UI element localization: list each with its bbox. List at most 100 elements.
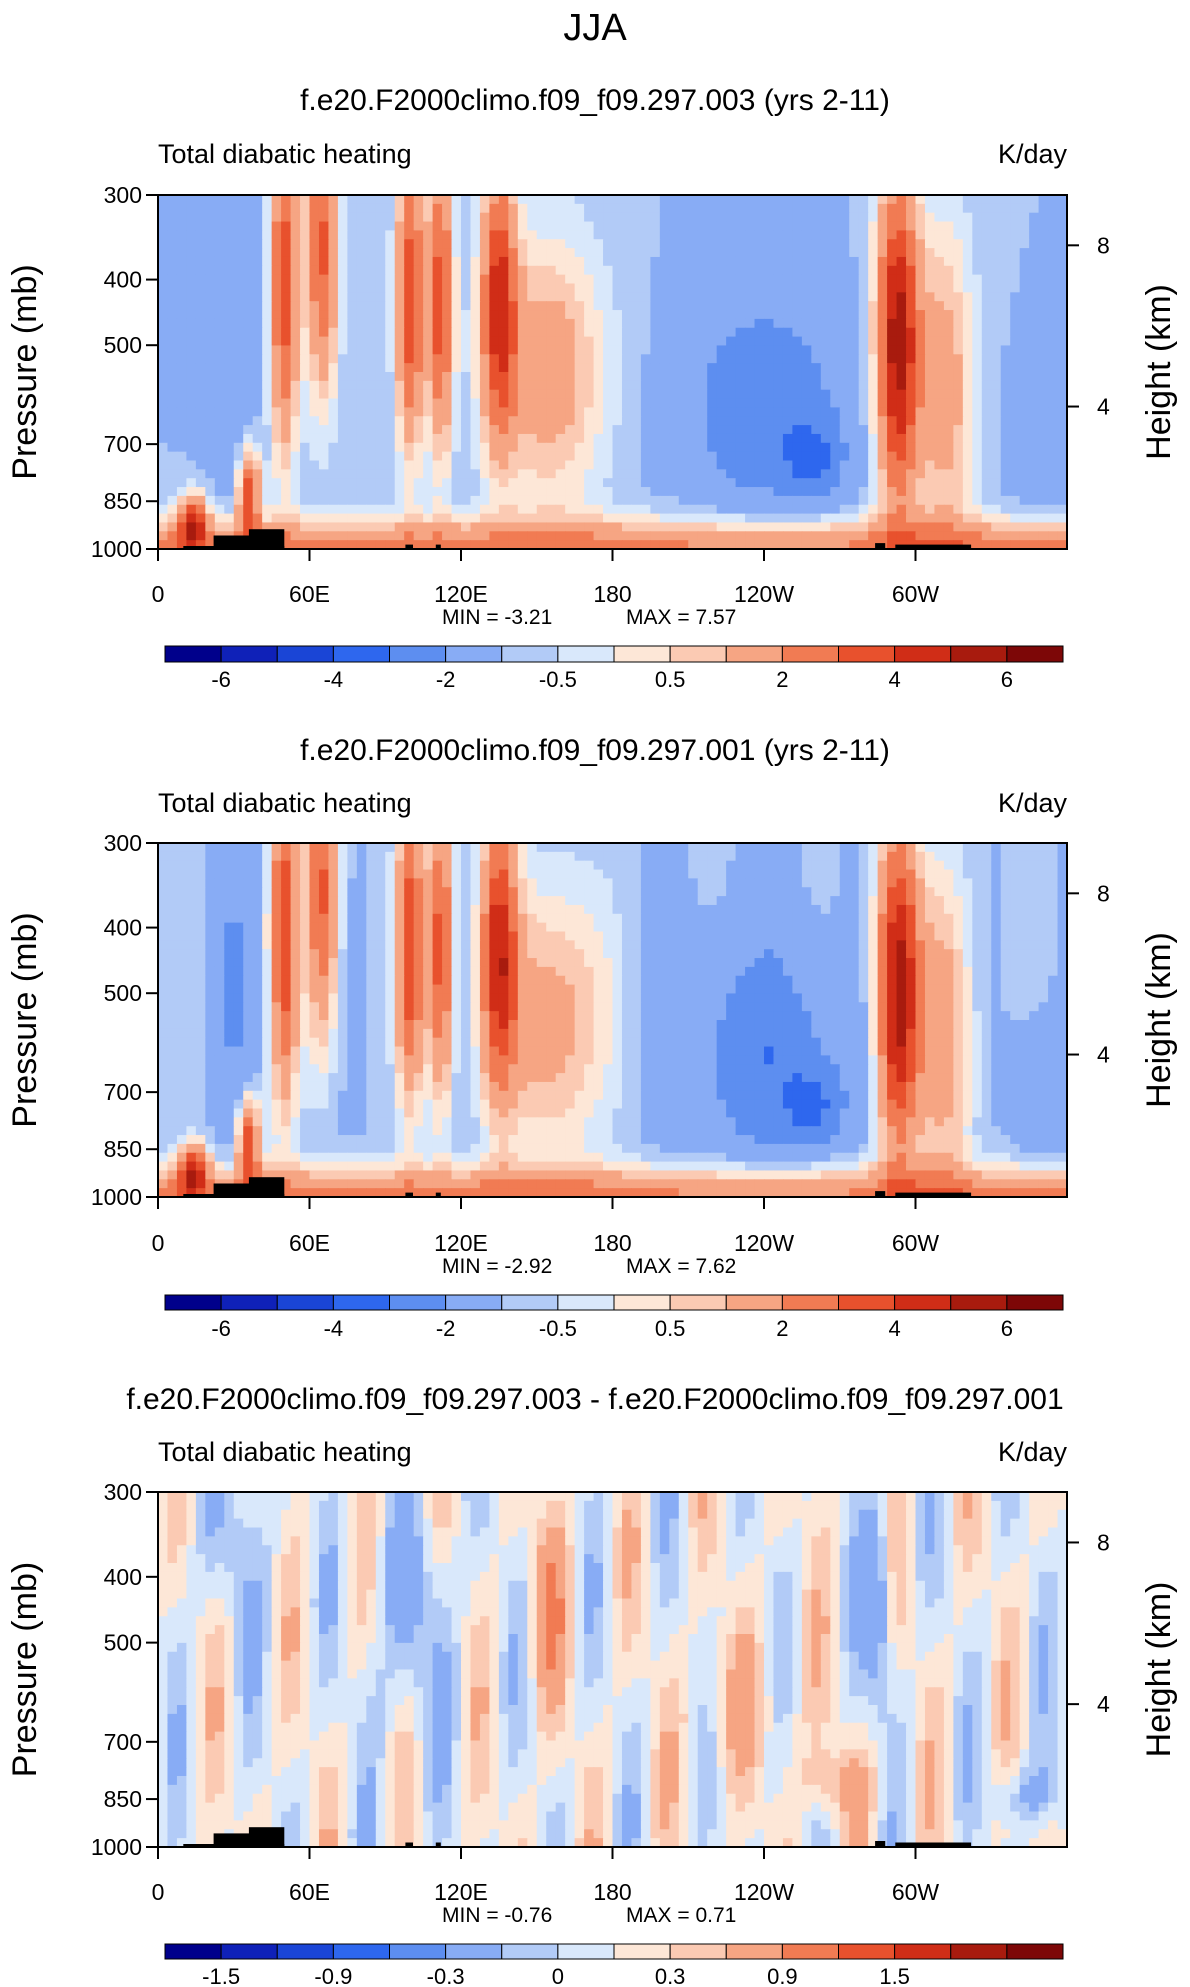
heatmap-cell bbox=[176, 442, 188, 453]
heatmap-cell bbox=[707, 442, 718, 453]
heatmap-cell bbox=[442, 203, 453, 214]
heatmap-cell bbox=[991, 425, 1002, 435]
heatmap-cell bbox=[764, 869, 775, 879]
heatmap-cell bbox=[224, 336, 235, 347]
heatmap-cell bbox=[991, 513, 1002, 524]
heatmap-cell bbox=[536, 203, 547, 214]
heatmap-cell bbox=[868, 212, 879, 223]
heatmap-cell bbox=[640, 851, 651, 862]
heatmap-cell bbox=[158, 398, 169, 408]
max-readout: MAX = 7.57 bbox=[626, 606, 736, 629]
heatmap-cell bbox=[1038, 843, 1049, 853]
heatmap-cell bbox=[262, 513, 273, 524]
heatmap-cell bbox=[735, 913, 746, 924]
heatmap-cell bbox=[593, 283, 604, 293]
heatmap-cell bbox=[290, 887, 301, 897]
heatmap-cell bbox=[309, 425, 320, 435]
heatmap-cell bbox=[527, 869, 538, 879]
heatmap-cell bbox=[906, 860, 917, 871]
heatmap-cell bbox=[205, 478, 216, 488]
heatmap-cell bbox=[697, 327, 708, 338]
heatmap-cell bbox=[167, 212, 178, 223]
heatmap-cell bbox=[489, 301, 500, 311]
heatmap-cell bbox=[498, 513, 509, 524]
heatmap-cell bbox=[1029, 318, 1040, 329]
heatmap-cell bbox=[167, 265, 178, 276]
heatmap-cell bbox=[479, 878, 491, 888]
heatmap-cell bbox=[423, 931, 434, 941]
heatmap-cell bbox=[906, 531, 917, 541]
heatmap-cell bbox=[1019, 425, 1030, 435]
heatmap-cell bbox=[584, 301, 595, 311]
heatmap-cell bbox=[953, 274, 964, 285]
heatmap-cell bbox=[603, 265, 614, 276]
heatmap-cell bbox=[233, 203, 244, 214]
heatmap-cell bbox=[962, 212, 973, 223]
heatmap-cell bbox=[773, 265, 784, 276]
heatmap-cell bbox=[565, 540, 576, 550]
heatmap-cell bbox=[584, 389, 595, 400]
heatmap-cell bbox=[432, 230, 443, 240]
heatmap-cell bbox=[281, 416, 292, 426]
heatmap-cell bbox=[517, 239, 528, 249]
heatmap-cell bbox=[281, 372, 292, 382]
heatmap-cell bbox=[887, 301, 898, 311]
heatmap-cell bbox=[603, 310, 614, 320]
heatmap-cell bbox=[953, 265, 964, 276]
heatmap-cell bbox=[385, 843, 396, 853]
heatmap-cell bbox=[508, 513, 519, 524]
heatmap-cell bbox=[413, 887, 424, 897]
heatmap-cell bbox=[470, 425, 481, 435]
heatmap-cell bbox=[271, 887, 282, 897]
heatmap-cell bbox=[375, 363, 386, 373]
heatmap-cell bbox=[366, 540, 377, 550]
heatmap-cell bbox=[546, 442, 557, 453]
heatmap-cell bbox=[233, 869, 244, 879]
heatmap-cell bbox=[801, 318, 812, 329]
heatmap-cell bbox=[716, 469, 727, 479]
heatmap-cell bbox=[915, 265, 926, 276]
heatmap-cell bbox=[527, 195, 538, 205]
heatmap-cell bbox=[508, 843, 519, 853]
heatmap-cell bbox=[195, 504, 206, 515]
heatmap-cell bbox=[697, 843, 708, 853]
heatmap-cell bbox=[1057, 221, 1068, 231]
heatmap-cell bbox=[669, 487, 680, 497]
heatmap-cell bbox=[953, 878, 964, 888]
heatmap-cell bbox=[603, 843, 614, 853]
heatmap-cell bbox=[877, 292, 888, 302]
heatmap-cell bbox=[792, 451, 803, 462]
heatmap-cell bbox=[328, 940, 339, 950]
heatmap-cell bbox=[186, 887, 197, 897]
heatmap-cell bbox=[991, 913, 1002, 924]
heatmap-cell bbox=[584, 504, 595, 515]
heatmap-cell bbox=[508, 256, 519, 267]
heatmap-cell bbox=[820, 878, 831, 888]
heatmap-cell bbox=[271, 389, 282, 400]
heatmap-cell bbox=[565, 487, 576, 497]
heatmap-cell bbox=[233, 398, 244, 408]
heatmap-cell bbox=[858, 469, 869, 479]
heatmap-cell bbox=[981, 256, 992, 267]
heatmap-cell bbox=[394, 248, 405, 258]
heatmap-cell bbox=[801, 887, 812, 897]
heatmap-cell bbox=[754, 407, 765, 417]
heatmap-cell bbox=[158, 922, 169, 933]
heatmap-cell bbox=[224, 425, 235, 435]
heatmap-cell bbox=[934, 327, 945, 338]
heatmap-cell bbox=[972, 487, 983, 497]
heatmap-cell bbox=[385, 256, 396, 267]
heatmap-cell bbox=[546, 203, 557, 214]
heatmap-cell bbox=[716, 878, 727, 888]
heatmap-cell bbox=[356, 212, 367, 223]
heatmap-cell bbox=[404, 940, 415, 950]
heatmap-cell bbox=[356, 265, 367, 276]
heatmap-cell bbox=[934, 345, 945, 355]
heatmap-cell bbox=[214, 372, 225, 382]
heatmap-cell bbox=[451, 380, 462, 391]
heatmap-cell bbox=[953, 212, 964, 223]
heatmap-cell bbox=[347, 860, 358, 871]
heatmap-cell bbox=[991, 230, 1002, 240]
heatmap-cell bbox=[820, 469, 831, 479]
heatmap-cell bbox=[745, 878, 756, 888]
